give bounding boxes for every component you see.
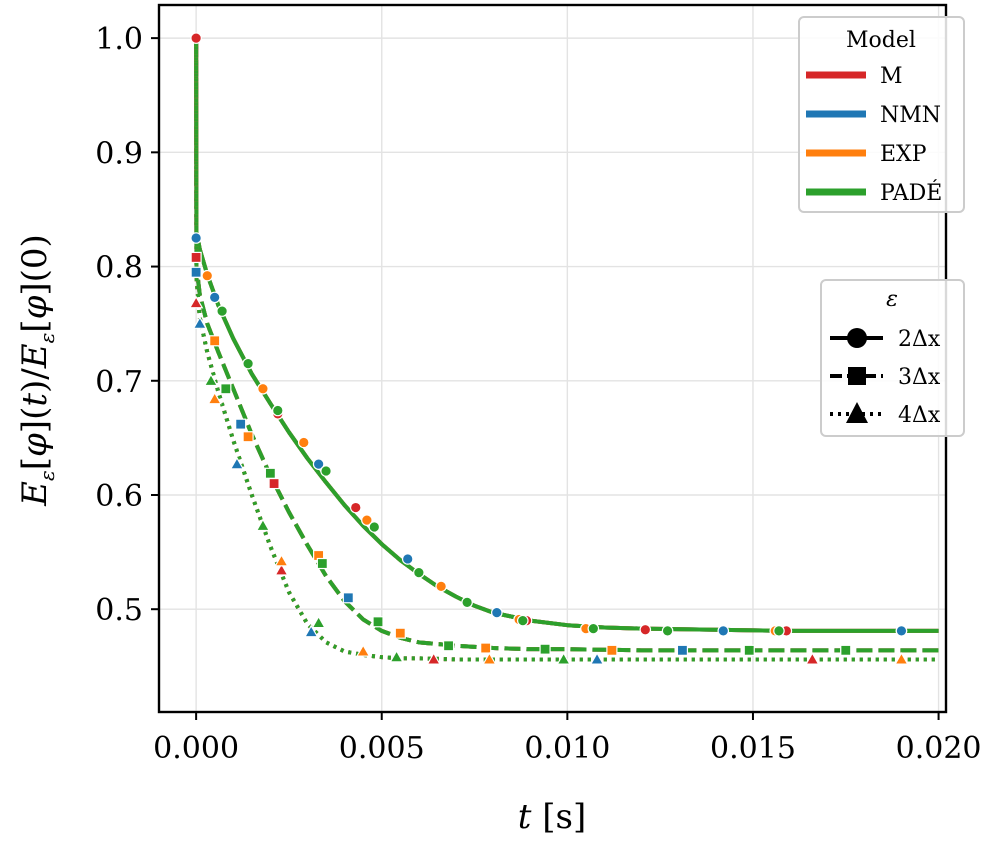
y-tick-label: 1.0: [95, 22, 143, 57]
legend-eps-marker: [848, 367, 866, 385]
legend-label: PADÉ: [880, 179, 942, 206]
x-tick-label: 0.010: [524, 731, 610, 766]
y-tick-label: 0.9: [95, 136, 143, 171]
series-marker: [773, 625, 785, 637]
y-axis-title: Eε[φ](t)/Eε[φ](0): [15, 234, 59, 507]
series-marker: [242, 431, 254, 443]
y-tick-label: 0.5: [95, 593, 143, 628]
legend-epsilon: ε 2Δx 3Δx 4Δx: [820, 279, 965, 437]
series-marker: [461, 596, 473, 609]
series-marker: [188, 295, 204, 309]
series-marker: [207, 391, 222, 405]
series-marker: [355, 644, 371, 657]
series-marker: [676, 644, 689, 656]
series-markers: [188, 32, 909, 665]
legend-eps-label: 4Δx: [898, 403, 941, 428]
series-marker: [361, 514, 373, 526]
series-marker: [257, 382, 269, 395]
series-marker: [190, 251, 202, 264]
series-marker: [491, 606, 503, 619]
series-marker: [208, 291, 221, 304]
series-marker: [255, 518, 271, 532]
series-marker: [274, 562, 289, 576]
series-marker: [349, 501, 362, 514]
series-marker: [840, 644, 852, 656]
series-line-padé-dotted: [194, 38, 939, 662]
series-marker: [271, 404, 284, 417]
legend-eps-marker: [847, 328, 867, 348]
legend-label: M: [880, 64, 903, 89]
series-marker: [413, 566, 425, 579]
series-marker: [209, 335, 221, 347]
series-marker: [320, 465, 332, 477]
x-tick-label: 0.000: [153, 731, 239, 766]
series-marker: [216, 305, 228, 317]
series-marker: [426, 652, 441, 665]
legend-epsilon-entries: 2Δx 3Δx 4Δx: [830, 327, 941, 428]
series-marker: [190, 32, 202, 44]
legend-model-frame: [798, 16, 965, 213]
series-marker: [743, 644, 755, 656]
series-marker: [894, 652, 909, 665]
series-marker: [435, 580, 447, 593]
series-marker: [203, 373, 219, 387]
series-line-padé-solid: [194, 38, 939, 633]
series-marker: [297, 436, 310, 449]
series-marker: [312, 458, 325, 470]
series-marker: [342, 592, 354, 604]
series-marker: [303, 624, 319, 638]
legend-epsilon-title: ε: [886, 287, 898, 312]
series-marker: [482, 652, 497, 665]
legend-eps-label: 2Δx: [898, 327, 941, 352]
legend-model: Model M NMN EXP PADÉ: [798, 16, 965, 213]
series-marker: [201, 269, 214, 282]
series-marker: [268, 477, 280, 490]
series-marker: [220, 383, 232, 395]
x-axis-title: t [s]: [518, 797, 586, 837]
series-marker: [606, 644, 618, 656]
series-marker: [242, 357, 254, 370]
series-marker: [368, 521, 381, 533]
legend-model-title: Model: [846, 28, 916, 53]
series-marker: [316, 557, 328, 570]
series-marker: [587, 622, 600, 635]
series-marker: [274, 553, 289, 567]
y-tick-label: 0.7: [95, 365, 143, 400]
series-marker: [639, 623, 652, 636]
series-marker: [229, 456, 245, 470]
series-marker: [190, 266, 202, 278]
series-marker: [556, 652, 571, 665]
series-marker: [311, 615, 326, 629]
x-tick-label: 0.005: [339, 731, 425, 766]
series-marker: [661, 625, 674, 637]
legend-eps-marker: [846, 402, 868, 423]
series-marker: [589, 652, 605, 665]
legend-epsilon-frame: [820, 279, 965, 437]
series-marker: [372, 616, 384, 628]
y-tick-label: 0.6: [95, 479, 143, 514]
series-marker: [539, 643, 551, 655]
series-marker: [895, 625, 908, 637]
legend-model-entries: M NMN EXP PADÉ: [806, 64, 942, 206]
series-marker: [717, 625, 730, 637]
y-tick-label: 0.8: [95, 251, 143, 286]
legend-label: EXP: [880, 142, 927, 167]
legend-label: NMN: [880, 103, 941, 128]
series-marker: [264, 467, 276, 479]
series-marker: [401, 553, 414, 565]
legend-eps-label: 3Δx: [898, 365, 941, 390]
series-marker: [805, 652, 820, 665]
series-marker: [235, 418, 247, 430]
x-tick-label: 0.015: [710, 731, 796, 766]
series-marker: [192, 316, 208, 329]
series-marker: [190, 232, 202, 244]
series-marker: [389, 649, 404, 663]
series-marker: [442, 640, 455, 652]
axis-ticks: 0.000 0.005 0.010 0.015 0.020 0.5 0.6 0.7 0.8 0.9…: [95, 22, 981, 766]
series-marker: [394, 627, 406, 639]
series-marker: [517, 614, 529, 627]
x-tick-label: 0.020: [896, 731, 982, 766]
series-marker: [480, 642, 492, 654]
